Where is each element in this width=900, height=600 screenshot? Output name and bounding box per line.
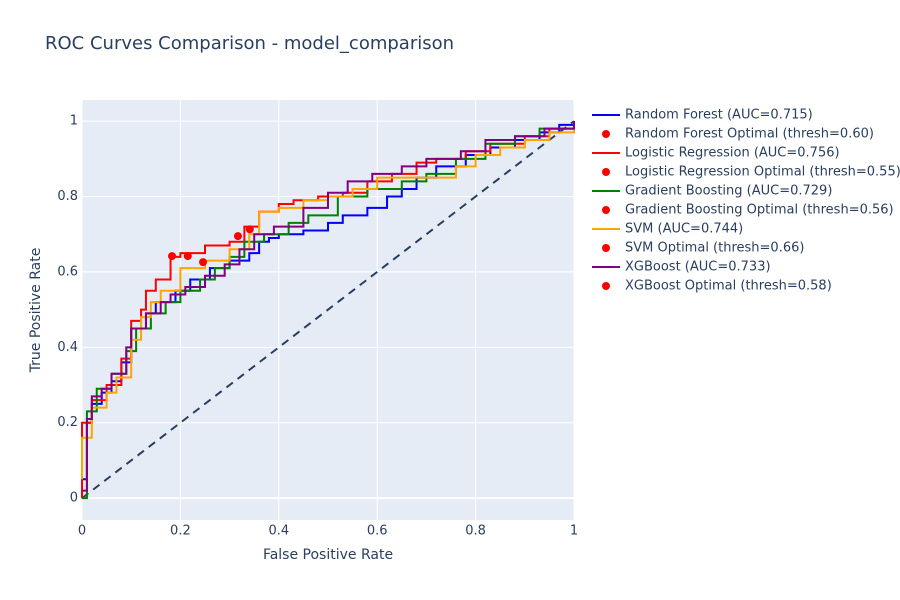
roc-curve — [81, 128, 575, 480]
optimal-point — [183, 252, 192, 261]
legend-label: Random Forest (AUC=0.715) — [625, 108, 813, 123]
y-tick-label: 0.8 — [57, 189, 78, 204]
x-tick-label: 0.6 — [367, 524, 388, 539]
legend-label: XGBoost Optimal (thresh=0.58) — [625, 279, 832, 294]
legend-label: SVM (AUC=0.744) — [625, 222, 743, 237]
optimal-point — [168, 252, 177, 261]
roc-curve — [82, 121, 575, 492]
y-tick-label: 0.6 — [57, 264, 78, 279]
y-axis-title: True Positive Rate — [28, 248, 44, 374]
legend-label: Gradient Boosting (AUC=0.729) — [625, 184, 832, 199]
reference-line — [81, 120, 575, 499]
legend-label: SVM Optimal (thresh=0.66) — [625, 241, 804, 256]
legend-marker — [602, 244, 610, 252]
y-tick-label: 0.2 — [57, 415, 78, 430]
optimal-point — [233, 232, 242, 241]
legend-label: Logistic Regression (AUC=0.756) — [625, 146, 840, 161]
legend-label: XGBoost (AUC=0.733) — [625, 260, 771, 275]
y-tick-label: 0 — [70, 491, 78, 506]
x-axis-title: False Positive Rate — [263, 547, 393, 563]
x-tick-label: 1 — [570, 524, 578, 539]
legend-marker — [602, 282, 610, 290]
legend-marker — [602, 206, 610, 214]
y-tick-label: 0.4 — [57, 340, 78, 355]
y-tick-label: 1 — [70, 114, 78, 129]
optimal-point — [199, 258, 208, 267]
x-tick-label: 0 — [78, 524, 86, 539]
legend-label: Logistic Regression Optimal (thresh=0.55… — [625, 165, 900, 180]
x-tick-label: 0.4 — [268, 524, 289, 539]
x-tick-label: 0.2 — [170, 524, 191, 539]
legend-label: Gradient Boosting Optimal (thresh=0.56) — [625, 203, 894, 218]
x-tick-label: 0.8 — [465, 524, 486, 539]
legend-marker — [602, 130, 610, 138]
legend-marker — [602, 168, 610, 176]
chart-title: ROC Curves Comparison - model_comparison — [45, 33, 454, 54]
legend-label: Random Forest Optimal (thresh=0.60) — [625, 127, 874, 142]
